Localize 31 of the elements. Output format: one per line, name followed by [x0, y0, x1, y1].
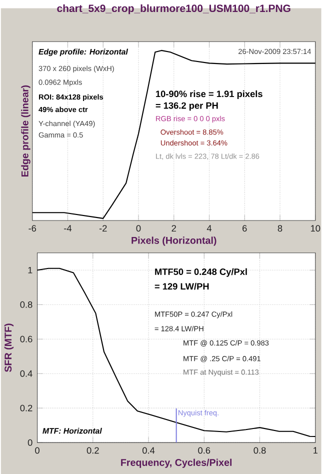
- x-tick-label: 0: [35, 447, 40, 454]
- x-tick-label: 2: [172, 225, 176, 232]
- x-axis-title: Frequency, Cycles/Pixel: [121, 458, 232, 468]
- y-axis-title: Edge profile (linear): [21, 85, 30, 177]
- x-tick-label: 1: [314, 447, 318, 454]
- y-axis-title: SFR (MTF): [4, 324, 14, 372]
- y-tick-label: 1: [28, 266, 32, 274]
- annotation: = 129 LW/PH: [154, 282, 209, 290]
- x-axis-title: Pixels (Horizontal): [132, 236, 216, 246]
- y-tick-label: 0.4: [20, 370, 32, 377]
- x-tick-label: -6: [28, 225, 36, 232]
- x-tick-label: -4: [64, 225, 72, 232]
- x-tick-label: 8: [278, 225, 282, 232]
- x-tick-label: -2: [100, 225, 107, 232]
- y-tick-label: 0.6: [20, 336, 32, 342]
- x-tick-label: 0.6: [198, 447, 210, 454]
- x-tick-label: 6: [242, 225, 247, 232]
- chart-title: chart_5x9_crop_blurmore100_USM100_r1.PNG: [57, 4, 290, 14]
- y-tick-label: 0.2: [20, 404, 32, 412]
- line-series: [36, 268, 316, 438]
- y-tick-label: 0.8: [20, 301, 32, 308]
- x-tick-label: 0.4: [142, 447, 155, 454]
- annotation: = 136.2 per PH: [156, 102, 218, 111]
- annotation: MTF50 = 0.248 Cy/Pxl: [155, 268, 247, 277]
- x-tick-label: 0.8: [254, 447, 266, 454]
- x-tick-label: 0.2: [86, 447, 99, 454]
- y-tick-label: 0: [28, 439, 32, 446]
- annotation: 10-90% rise = 1.91 pixels: [156, 90, 262, 99]
- x-tick-label: 4: [206, 225, 212, 232]
- x-tick-label: 0: [136, 225, 141, 232]
- x-tick-label: 10: [311, 225, 320, 232]
